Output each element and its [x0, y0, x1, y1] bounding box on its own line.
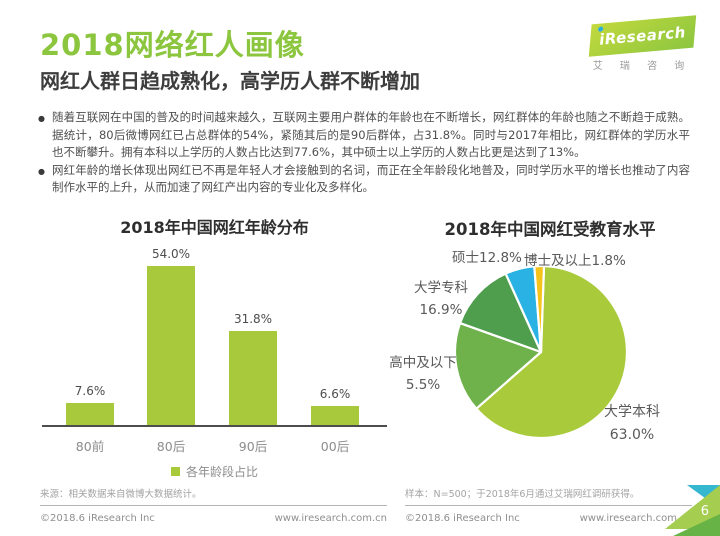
bar-category-axis: 80前 80后 90后 00后	[42, 427, 387, 454]
bar-chart-title: 2018年中国网红年龄分布	[120, 218, 309, 237]
corner-decoration-icon	[665, 485, 720, 536]
pie-label-pct: 12.8%	[479, 250, 522, 266]
pie-chart-title: 2018年中国网红受教育水平	[444, 220, 656, 239]
logo-brand-text: iResearch	[598, 23, 687, 49]
bar-plot-area: 7.6% 54.0% 31.8% 6.6%	[42, 246, 387, 427]
footer-left: ©2018.6 iResearch Inc www.iresearch.com.…	[40, 505, 387, 524]
logo-badge: iResearch	[588, 15, 697, 57]
pie-slice	[533, 264, 546, 354]
pie-label-text: 大学专科	[414, 280, 468, 296]
iresearch-logo: iResearch 艾 瑞 咨 询	[588, 15, 697, 72]
legend-label: 各年龄段占比	[185, 465, 258, 479]
bar-category-label: 90后	[238, 439, 268, 454]
pie-slice	[458, 272, 543, 354]
bullet-item: 网红年龄的增长体现出网红已不再是年轻人才会接触到的名词，而正在全年龄段化地普及，…	[38, 162, 690, 197]
pie-label-pct: 16.9%	[419, 302, 463, 318]
legend-swatch-icon	[170, 467, 180, 476]
pie-label-text: 博士及以上	[524, 253, 592, 269]
age-distribution-bar-chart: 2018年中国网红年龄分布 7.6% 54.0% 31.8% 6.6% 80前 …	[42, 214, 387, 480]
footer-right: ©2018.6 iResearch Inc www.iresearch.com.…	[405, 505, 692, 524]
education-pie-chart	[453, 264, 629, 440]
bar	[311, 405, 359, 425]
bar-chart-legend: 各年龄段占比	[42, 463, 387, 480]
page-title: 2018网络红人画像	[40, 28, 305, 62]
bar	[229, 331, 277, 425]
pie-label-text: 大学本科	[604, 404, 660, 420]
bar-value-label: 31.8%	[233, 312, 273, 327]
page-number: 6	[700, 504, 709, 519]
bar-category-label: 00后	[320, 439, 350, 454]
website-url: www.iresearch.com.cn	[274, 513, 387, 524]
pie-label-pct: 1.8%	[591, 253, 626, 269]
bar-value-label: 7.6%	[74, 383, 106, 398]
pie-label-junior-college: 大学专科 16.9%	[404, 277, 478, 321]
bar-value-label: 6.6%	[319, 386, 351, 401]
bar-category-label: 80前	[75, 439, 105, 454]
bar-value-label: 54.0%	[151, 246, 191, 261]
bar-chart-source: 来源：相关数据来自微博大数据统计。	[40, 489, 202, 500]
pie-label-bachelor: 大学本科 63.0%	[594, 401, 670, 447]
bar	[147, 265, 195, 425]
website-url: www.iresearch.com.cn	[579, 513, 692, 524]
copyright: ©2018.6 iResearch Inc	[40, 513, 155, 524]
bar	[66, 402, 114, 425]
pie-label-doctorate: 博士及以上1.8%	[524, 249, 626, 269]
pie-chart-sample-note: 样本：N=500；于2018年6月通过艾瑞网红调研获得。	[405, 489, 640, 500]
pie-label-text: 高中及以下	[389, 355, 457, 371]
copyright: ©2018.6 iResearch Inc	[405, 513, 520, 524]
pie-label-text: 硕士	[452, 250, 479, 266]
pie-label-master: 硕士12.8%	[452, 246, 522, 266]
summary-bullets: 随着互联网在中国的普及的时间越来越久，互联网主要用户群体的年龄也在不断增长，网红…	[38, 109, 690, 197]
pie-label-pct: 5.5%	[405, 377, 441, 393]
bar-category-label: 80后	[156, 439, 186, 454]
page-subtitle: 网红人群日趋成熟化，高学历人群不断增加	[40, 69, 420, 93]
pie-label-highschool: 高中及以下 5.5%	[385, 352, 461, 396]
bullet-item: 随着互联网在中国的普及的时间越来越久，互联网主要用户群体的年龄也在不断增长，网红…	[38, 109, 690, 162]
logo-caption: 艾 瑞 咨 询	[592, 61, 692, 72]
pie-label-pct: 63.0%	[609, 427, 655, 443]
pie-slice	[475, 264, 629, 440]
